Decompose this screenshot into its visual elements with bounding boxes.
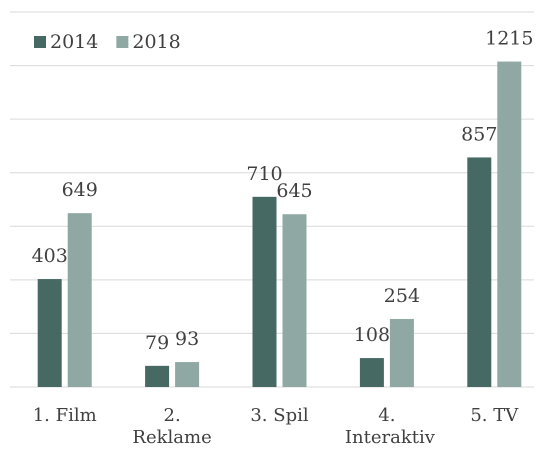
data-label: 710 [246, 163, 282, 185]
x-tick-label: 1. Film [32, 405, 97, 426]
data-label: 79 [145, 332, 169, 354]
legend-label: 2018 [132, 31, 180, 53]
data-label: 108 [354, 324, 390, 346]
x-tick-label: 2. Reklame [132, 405, 212, 448]
bar [145, 365, 170, 387]
bar [252, 196, 277, 387]
data-label: 254 [384, 285, 420, 307]
data-label: 649 [62, 179, 98, 201]
data-label: 857 [461, 123, 497, 145]
x-tick-label: 5. TV [470, 405, 519, 426]
bar [175, 362, 200, 387]
legend-label: 2014 [50, 31, 98, 53]
bar [282, 214, 307, 387]
bar [37, 279, 62, 387]
data-label: 645 [276, 180, 312, 202]
data-label: 93 [175, 328, 199, 350]
bar [467, 157, 492, 387]
x-tick-label: 4. Interaktiv [344, 405, 435, 448]
bar [67, 213, 92, 387]
bar [359, 358, 384, 387]
data-label: 1215 [485, 28, 533, 50]
data-label: 403 [32, 245, 68, 267]
bar [389, 318, 414, 387]
legend-swatch [116, 36, 129, 48]
legend-swatch [34, 36, 46, 48]
x-tick-label: 3. Spil [250, 405, 309, 426]
bar [497, 61, 522, 388]
